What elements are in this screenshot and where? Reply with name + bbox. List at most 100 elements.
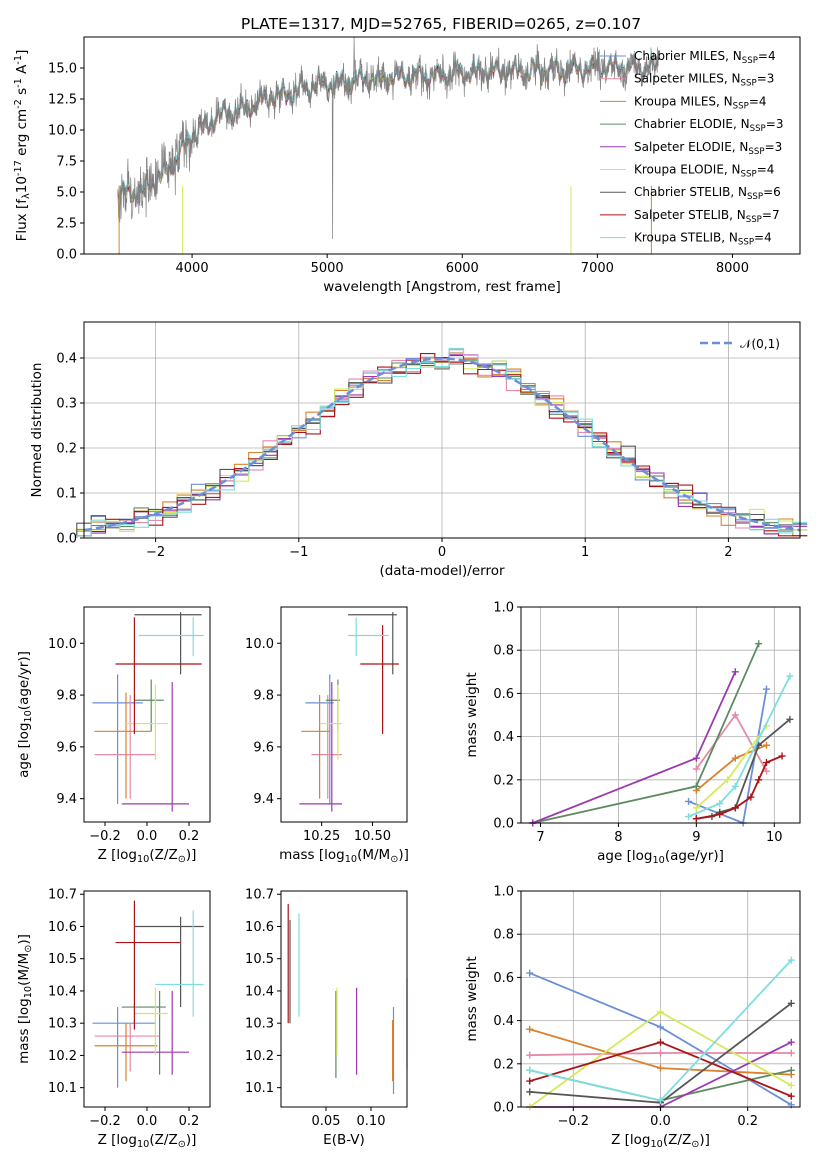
legend-label: Kroupa STELIB, NSSP=4 — [634, 231, 772, 248]
label-segment: =6 — [763, 185, 781, 199]
y-axis-label: mass [log10(M/M⊙)] — [16, 934, 34, 1064]
label-segment: 10 — [651, 1139, 663, 1150]
mass-weight-line — [688, 675, 791, 818]
x-tick-label: 8000 — [716, 261, 749, 276]
y-axis-label: mass weight — [464, 672, 480, 757]
plot-area — [76, 347, 808, 538]
label-segment: (data-model)/error — [379, 563, 505, 579]
mass-weight-marker — [716, 800, 724, 808]
y-tick-label: 0.1 — [56, 487, 77, 502]
y-axis-label: mass weight — [464, 956, 480, 1041]
label-segment: Chabrier ELODIE, N — [634, 117, 750, 131]
label-segment: )] — [699, 1132, 710, 1148]
label-segment: Flux [f — [14, 198, 30, 242]
y-tick-label: 10.0 — [245, 637, 274, 652]
y-tick-label: 9.8 — [253, 689, 274, 704]
label-segment: SSP — [738, 238, 754, 248]
mass-weight-marker — [786, 715, 794, 723]
label-segment: age [log — [16, 723, 32, 778]
x-tick-label: 0.0 — [137, 1114, 158, 1129]
label-segment: 10 — [137, 1139, 149, 1150]
y-tick-label: 10.2 — [48, 1049, 77, 1064]
label-segment: (Z/Z — [149, 847, 177, 863]
label-segment: (Z/Z — [149, 1132, 177, 1148]
mass-weight-marker — [526, 1025, 534, 1033]
x-axis-label: E(B-V) — [323, 1132, 365, 1148]
label-segment: )] — [398, 847, 409, 863]
mass-weight-marker — [778, 752, 786, 760]
y-tick-label: 10.6 — [245, 920, 274, 935]
label-segment: ⊙ — [390, 854, 398, 865]
label-segment: Kroupa ELODIE, N — [634, 163, 741, 177]
legend-label: Chabrier MILES, NSSP=4 — [634, 49, 776, 66]
label-segment: SSP — [741, 170, 757, 180]
chart-massweight_vs_Z: −0.2 0.0 0.2 0.0 0.2 0.4 0.6 0.8 1.0 Z [log10(Z/Z… — [464, 885, 801, 1150]
label-segment: Salpeter STELIB, N — [634, 208, 746, 222]
mass-weight-marker — [724, 776, 732, 784]
label-segment: ⊙ — [178, 1139, 186, 1150]
legend-label: Salpeter STELIB, NSSP=7 — [634, 208, 780, 225]
y-axis-label: Normed distribution — [29, 363, 45, 498]
mass-weight-marker — [731, 711, 739, 719]
y-tick-label: 10.7 — [245, 888, 274, 903]
histogram-step-line — [76, 347, 808, 538]
mass-weight-marker — [787, 1092, 795, 1100]
label-segment: Kroupa MILES, N — [634, 94, 733, 108]
y-tick-label: 9.4 — [56, 792, 77, 807]
x-tick-label: 0.05 — [312, 1114, 341, 1129]
label-segment: )] — [186, 847, 197, 863]
mass-weight-marker — [657, 1008, 664, 1016]
y-tick-label: 10.7 — [48, 888, 77, 903]
label-segment: Z [log — [611, 1132, 650, 1148]
mass-weight-marker — [692, 804, 700, 812]
label-segment: )] — [186, 1132, 197, 1148]
label-segment: (M/M — [357, 847, 390, 863]
label-segment: mass [log — [16, 998, 32, 1064]
label-segment: mass [log — [279, 847, 345, 863]
label-segment: =4 — [754, 231, 772, 245]
y-tick-label: 10.5 — [48, 952, 77, 967]
y-tick-label: 0.4 — [493, 1014, 514, 1029]
label-segment: (Z/Z — [663, 1132, 691, 1148]
label-segment: age [log — [597, 848, 652, 864]
y-tick-label: 0.0 — [493, 817, 514, 832]
y-tick-label: 9.8 — [56, 689, 77, 704]
y-tick-label: 1.0 — [493, 885, 514, 900]
label-segment: -1 — [13, 78, 24, 88]
x-tick-label: 0.2 — [737, 1114, 758, 1129]
y-tick-label: 2.5 — [56, 217, 77, 232]
y-tick-label: 0.8 — [493, 644, 514, 659]
y-tick-label: 10.6 — [48, 920, 77, 935]
x-tick-label: 6000 — [446, 261, 479, 276]
y-tick-label: 0.0 — [493, 1101, 514, 1116]
mass-weight-marker — [657, 1023, 664, 1031]
label-segment: Normed distribution — [29, 363, 45, 498]
label-segment: Salpeter MILES, N — [634, 72, 741, 86]
label-segment: Salpeter ELODIE, N — [634, 140, 748, 154]
normal-reference-curve — [83, 357, 801, 532]
mass-weight-marker — [731, 804, 739, 812]
mass-weight-marker — [731, 668, 739, 676]
plot-area — [529, 640, 794, 827]
label-segment: )] — [16, 934, 32, 945]
label-segment: SSP — [742, 56, 758, 66]
axes-frame — [520, 606, 801, 824]
x-tick-label: 0.0 — [137, 829, 158, 844]
mass-weight-marker — [762, 759, 770, 767]
x-axis-label: Z [log10(Z/Z⊙)] — [98, 1132, 197, 1150]
legend-label: Chabrier STELIB, NSSP=6 — [634, 185, 781, 202]
mass-weight-marker — [692, 754, 700, 762]
axes-frame — [280, 890, 408, 1108]
label-segment: ⊙ — [178, 854, 186, 865]
label-segment: SSP — [747, 192, 763, 202]
mass-weight-marker — [526, 1088, 534, 1096]
label-segment: erg cm — [14, 109, 30, 160]
mass-weight-marker — [716, 810, 724, 818]
x-axis-label: wavelength [Angstrom, rest frame] — [323, 279, 561, 295]
y-tick-label: 10.1 — [245, 1081, 274, 1096]
mass-weight-marker — [657, 1038, 664, 1046]
plot-area — [526, 956, 795, 1111]
y-tick-label: 9.6 — [253, 740, 274, 755]
